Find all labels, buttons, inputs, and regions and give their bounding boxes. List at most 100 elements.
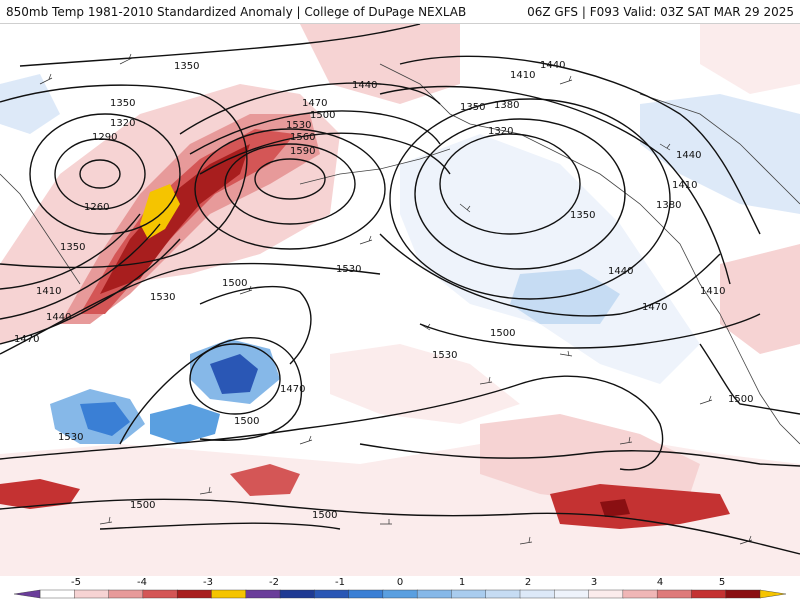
contour-label: 1470 [302,98,327,109]
colorbar-swatch [314,589,350,599]
colorbar-tick-label: 2 [525,577,531,588]
contour-label: 1320 [488,126,513,137]
anomaly-map: 1350 1350 1320 1290 1260 1350 1410 1440 … [0,24,800,576]
contour-label: 1410 [510,70,535,81]
contour-label: 1530 [336,264,361,275]
contour-label: 1260 [84,202,109,213]
contour-label: 1440 [352,80,377,91]
contour-1500-east-coast [699,343,800,415]
contour-1500-north [199,132,451,175]
contour-label: 1470 [14,334,39,345]
cold-anomaly-blob-center-core [210,354,258,394]
contour-1440-north [179,82,441,135]
contour-label: 1500 [310,110,335,121]
colorbar-ticks: -5 -4 -3 -2 -1 0 1 2 3 4 5 [71,577,725,588]
contour-1500-east [419,313,761,349]
contour-1500-central [199,285,312,365]
colorbar-swatch [176,589,213,599]
colorbar-swatch [108,589,144,599]
map-title: 850mb Temp 1981-2010 Standardized Anomal… [6,5,467,19]
colorbar-swatch [519,589,555,599]
contour-label: 1410 [700,286,725,297]
colorbar: -5 -4 -3 -2 -1 0 1 2 3 4 5 [0,576,800,600]
colorbar-tick-label: -4 [137,577,147,588]
contour-label: 1590 [290,146,315,157]
coastline-north-america [639,93,800,205]
contour-label: 1350 [460,102,485,113]
contour-1530-south-west [0,262,381,355]
colorbar-tick-label: -3 [203,577,213,588]
cold-anomaly-blob-mid [150,404,220,444]
contour-label: 1530 [286,120,311,131]
contour-1440-east [379,85,731,285]
contour-label: 1380 [494,100,519,111]
coastline-asia [0,173,81,285]
contour-label: 1350 [60,242,85,253]
contour-label: 1500 [728,394,753,405]
contour-1470-east [379,233,721,317]
contour-1350-west [0,84,248,269]
colorbar-swatch [691,589,727,599]
contour-1470-west [0,238,181,345]
contour-label: 1410 [672,180,697,191]
warm-anomaly-center [330,344,520,424]
contour-label: 1440 [46,312,71,323]
colorbar-tick-label: -5 [71,577,81,588]
contour-label: 1500 [312,510,337,521]
warm-anomaly-max [140,184,180,239]
warm-anomaly-northeast [700,24,800,94]
contour-label: 1440 [676,150,701,161]
colorbar-swatch [588,589,624,599]
contour-low-west-1260 [79,159,121,189]
colorbar-swatch [416,589,453,599]
colorbar-tick-label: -1 [335,577,345,588]
contour-label: 1530 [432,350,457,361]
colorbar-swatch [451,589,487,599]
contour-1440-west [0,223,161,320]
colorbar-swatch [554,589,590,599]
colorbar-tick-label: 3 [591,577,597,588]
contour-high-1560 [224,143,356,225]
colorbar-tick-label: -2 [269,577,279,588]
contour-1530-central [0,375,664,471]
header-bar: 850mb Temp 1981-2010 Standardized Anomal… [0,0,800,24]
contour-label: 1410 [36,286,61,297]
colorbar-end-arrow-low [13,589,41,599]
contour-label: 1500 [234,416,259,427]
contour-high-1530 [194,128,386,250]
contour-label: 1530 [150,292,175,303]
contour-label: 1380 [656,200,681,211]
coastlines [0,63,800,445]
contour-1470-north [189,110,441,155]
colorbar-swatch [725,589,761,599]
colorbar-swatch [622,589,658,599]
height-contours [0,24,800,555]
warm-streak-southwest [0,479,80,509]
contour-1410-east [399,55,761,235]
warm-anomaly-southeast [720,244,800,354]
cold-anomaly-blob-west-core [80,402,130,436]
cool-anomaly-north-pacific [400,134,700,384]
contour-low-east-1320 [439,133,581,235]
contour-label: 1440 [608,266,633,277]
colorbar-swatch [348,589,384,599]
contour-1530-south [359,443,800,467]
colorbar-tick-label: 4 [657,577,663,588]
colorbar-tick-label: 5 [719,577,725,588]
contour-low-east-1380 [389,98,671,300]
colorbar-tick-label: 1 [459,577,465,588]
contour-1500-southwest [99,522,341,530]
contour-label: 1500 [222,278,247,289]
contour-1470-cutoff [189,343,281,415]
anomaly-shading [0,24,800,576]
contour-low-east-1350 [414,118,626,270]
contour-label: 1560 [290,132,315,143]
cool-anomaly-west-edge [0,74,60,134]
coastline-baja [719,313,800,445]
colorbar-swatch [211,589,247,599]
contour-label: 1470 [642,302,667,313]
colorbar-swatch [74,589,110,599]
warm-streak-south [550,484,730,529]
contour-label: 1350 [570,210,595,221]
